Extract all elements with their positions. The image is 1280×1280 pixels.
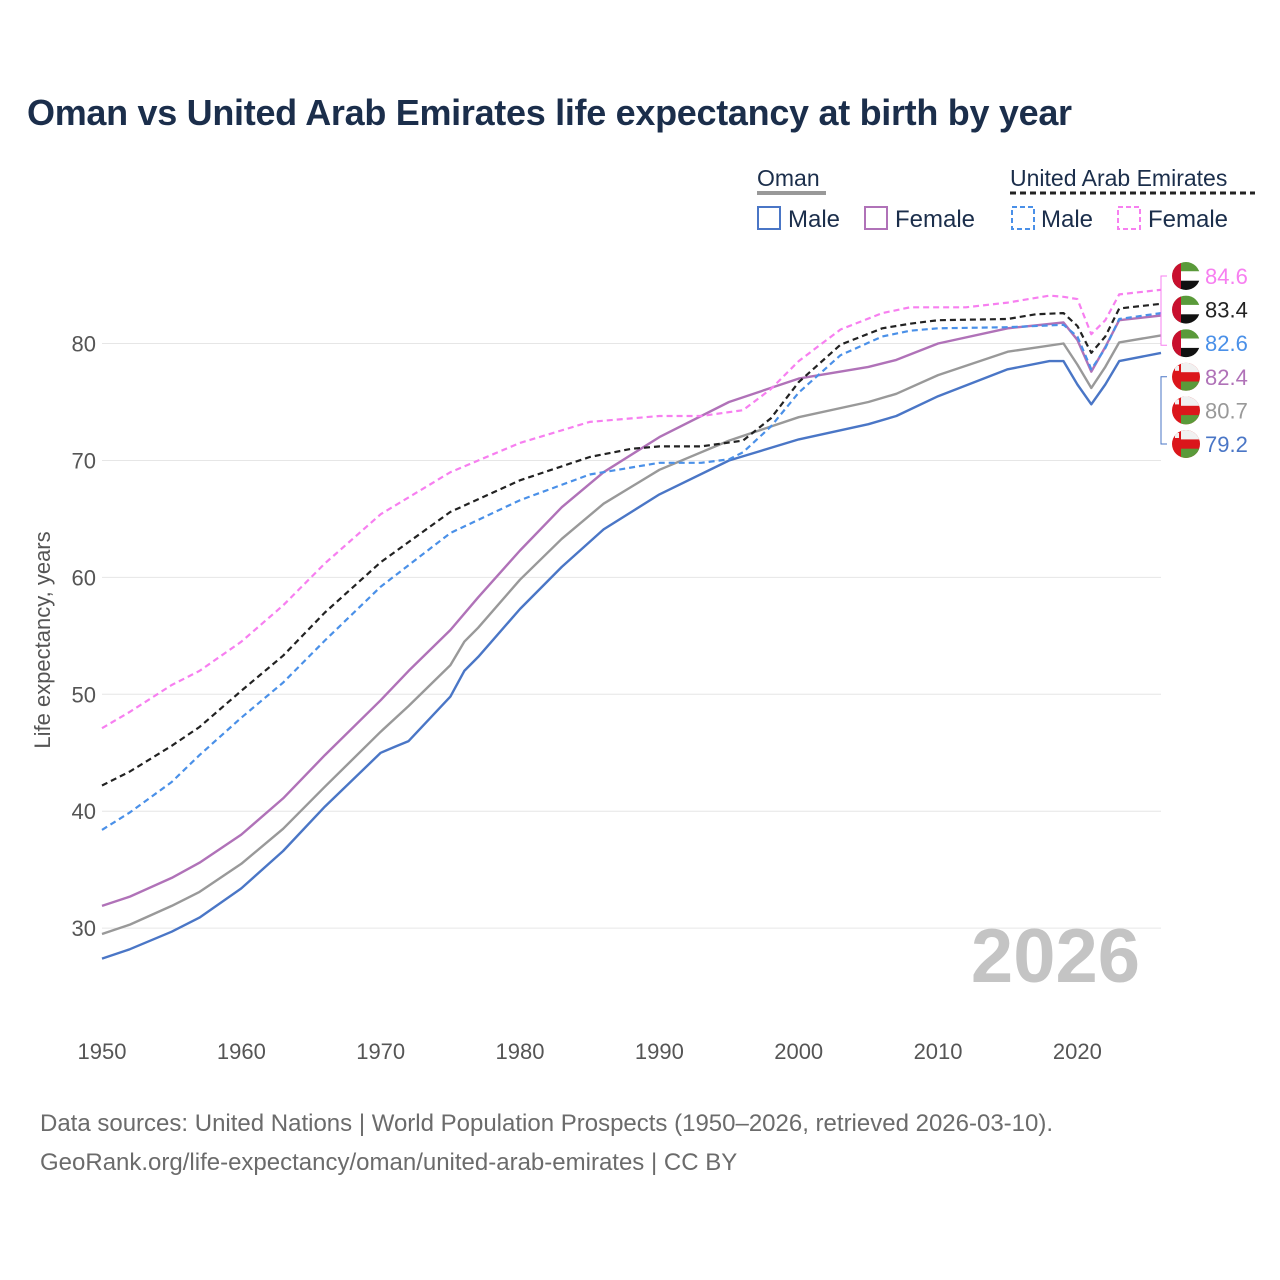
legend-swatch-uae-female <box>1117 206 1141 230</box>
y-tick-label: 60 <box>72 565 96 590</box>
end-label-value: 79.2 <box>1205 432 1248 457</box>
grid <box>102 343 1161 929</box>
legend-swatch-oman-female <box>864 206 888 230</box>
footer-attribution: GeoRank.org/life-expectancy/oman/united-… <box>40 1149 738 1176</box>
legend-group-title-oman: Oman <box>757 165 820 191</box>
y-tick-label: 30 <box>72 916 96 941</box>
series-line-united-arab-emirates-female <box>101 288 1162 730</box>
series-line-united-arab-emirates-male <box>101 312 1162 831</box>
x-tick-label: 1970 <box>356 1039 405 1064</box>
legend-swatch-oman-male <box>757 206 781 230</box>
uae-flag-icon <box>1172 329 1200 358</box>
uae-flag-icon <box>1172 295 1200 324</box>
series-line-oman-male <box>101 351 1162 960</box>
end-label-value: 80.7 <box>1205 398 1248 423</box>
legend-group-title-uae: United Arab Emirates <box>1010 165 1227 191</box>
legend-label-uae-male: Male <box>1041 206 1093 233</box>
y-tick-label: 70 <box>72 448 96 473</box>
end-label-value: 82.4 <box>1205 365 1248 390</box>
legend: Oman Male Female United Arab Emirates Ma… <box>757 165 1255 233</box>
end-label-value: 84.6 <box>1205 264 1248 289</box>
series-line-united-arab-emirates-both-sexes <box>101 302 1162 787</box>
end-labels: 84.6 83.4 82.6 82.4 80.7 79.2 <box>1160 262 1248 458</box>
series <box>101 288 1162 960</box>
series-line-oman-both-sexes <box>101 334 1162 936</box>
y-tick-label: 50 <box>72 682 96 707</box>
end-label-bracket <box>1160 275 1167 346</box>
footer: Data sources: United Nations | World Pop… <box>40 1104 1053 1182</box>
chart-title: Oman vs United Arab Emirates life expect… <box>27 92 1072 133</box>
x-tick-label: 2000 <box>774 1039 823 1064</box>
end-label-value: 83.4 <box>1205 298 1248 323</box>
series-line-oman-female <box>101 314 1162 908</box>
legend-label-uae-female: Female <box>1148 206 1228 233</box>
legend-label-oman-female: Female <box>895 206 975 233</box>
year-watermark: 2026 <box>971 914 1140 999</box>
y-tick-label: 40 <box>72 799 96 824</box>
x-tick-label: 1950 <box>78 1039 127 1064</box>
end-label-value: 82.6 <box>1205 331 1248 356</box>
legend-swatch-uae-male <box>1011 206 1035 230</box>
x-tick-label: 2020 <box>1053 1039 1102 1064</box>
axes: Life expectancy, years 30 40 50 60 70 80 1950 1… <box>30 332 1102 1064</box>
uae-flag-icon <box>1172 262 1200 290</box>
oman-flag-icon <box>1172 362 1200 391</box>
y-axis-label: Life expectancy, years <box>30 531 55 748</box>
x-tick-label: 1960 <box>217 1039 266 1064</box>
oman-flag-icon <box>1172 396 1200 425</box>
x-tick-label: 2010 <box>914 1039 963 1064</box>
legend-label-oman-male: Male <box>788 206 840 233</box>
x-tick-label: 1990 <box>635 1039 684 1064</box>
end-label-bracket <box>1160 376 1167 445</box>
y-tick-label: 80 <box>72 332 96 357</box>
legend-group-uae: United Arab Emirates Male Female <box>1010 165 1255 233</box>
oman-flag-icon <box>1172 430 1200 458</box>
legend-group-oman: Oman Male Female <box>757 165 975 233</box>
footer-sources: Data sources: United Nations | World Pop… <box>40 1110 1054 1137</box>
x-tick-label: 1980 <box>496 1039 545 1064</box>
